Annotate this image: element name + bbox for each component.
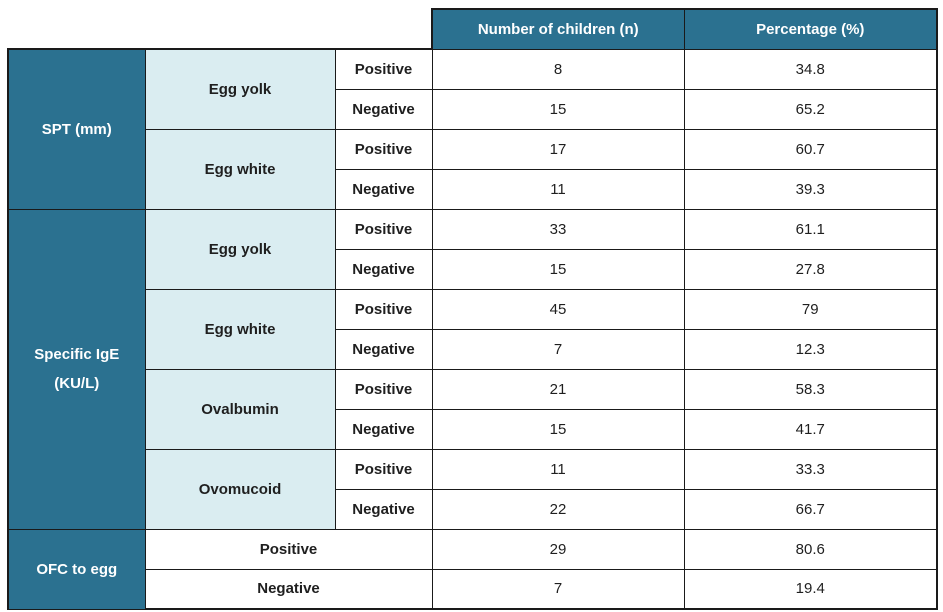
pct-cell: 61.1 [683, 208, 938, 250]
result-cell: Negative [334, 168, 433, 210]
table-row: Egg white Positive 45 79 [8, 288, 938, 370]
allergen-cell-ovalbumin: Ovalbumin [144, 368, 336, 450]
pct-cell: 79 [683, 288, 938, 330]
result-cell: Positive [334, 128, 433, 170]
egg-allergy-results-table-container: Number of children (n) Percentage (%) SP… [7, 8, 938, 610]
table-row: Ovomucoid Positive 11 33.3 [8, 448, 938, 530]
n-cell: 22 [431, 488, 685, 530]
allergen-cell-egg-yolk: Egg yolk [144, 208, 336, 290]
n-cell: 7 [431, 568, 685, 610]
result-cell: Negative [334, 88, 433, 130]
column-header-children: Number of children (n) [431, 8, 685, 50]
result-cell: Positive [334, 208, 433, 250]
pct-cell: 34.8 [683, 48, 938, 90]
table-row: Negative 15 27.8 [8, 248, 938, 290]
pct-cell: 33.3 [683, 448, 938, 490]
n-cell: 7 [431, 328, 685, 370]
table-row: Negative 15 65.2 [8, 88, 938, 130]
pct-cell: 66.7 [683, 488, 938, 530]
group-cell-ofc: OFC to egg [7, 528, 146, 610]
allergen-cell-egg-yolk: Egg yolk [144, 48, 336, 130]
column-header-percentage: Percentage (%) [683, 8, 938, 50]
allergen-cell-ovomucoid: Ovomucoid [144, 448, 336, 530]
table-row: SPT (mm) Egg yolk Positive 8 34.8 [7, 48, 938, 210]
table-row: OFC to egg Positive 29 80.6 [7, 528, 938, 610]
pct-cell: 58.3 [683, 368, 938, 410]
allergen-cell-egg-white: Egg white [144, 288, 336, 370]
n-cell: 21 [431, 368, 685, 410]
group-cell-spt: SPT (mm) [7, 48, 146, 210]
table-row: Negative 7 19.4 [8, 568, 938, 610]
allergen-cell-egg-white: Egg white [144, 128, 336, 210]
pct-cell: 65.2 [683, 88, 938, 130]
group-cell-specific-ige: Specific IgE (KU/L) [7, 208, 146, 530]
pct-cell: 41.7 [683, 408, 938, 450]
header-spacer [8, 9, 432, 49]
result-cell: Positive [334, 48, 433, 90]
table-row: Negative 22 66.7 [8, 488, 938, 530]
pct-cell: 80.6 [683, 528, 938, 570]
result-cell: Positive [334, 288, 433, 330]
result-cell: Negative [334, 248, 433, 290]
header-row: Number of children (n) Percentage (%) [8, 8, 938, 50]
n-cell: 33 [431, 208, 685, 250]
n-cell: 11 [431, 168, 685, 210]
pct-cell: 27.8 [683, 248, 938, 290]
table-row: Negative 7 12.3 [8, 328, 938, 370]
group-label-units: (KU/L) [54, 375, 100, 392]
result-cell: Positive [144, 528, 433, 570]
table-row: Ovalbumin Positive 21 58.3 [8, 368, 938, 450]
n-cell: 45 [431, 288, 685, 330]
result-cell: Positive [334, 368, 433, 410]
n-cell: 15 [431, 408, 685, 450]
n-cell: 29 [431, 528, 685, 570]
pct-cell: 39.3 [683, 168, 938, 210]
egg-allergy-results-table: Number of children (n) Percentage (%) SP… [7, 8, 938, 610]
n-cell: 15 [431, 88, 685, 130]
n-cell: 11 [431, 448, 685, 490]
group-label: OFC to egg [36, 560, 118, 578]
n-cell: 8 [431, 48, 685, 90]
group-label: Specific IgE [34, 346, 120, 363]
result-cell: Positive [334, 448, 433, 490]
n-cell: 17 [431, 128, 685, 170]
table-row: Specific IgE (KU/L) Egg yolk Positive 33… [7, 208, 938, 530]
result-cell: Negative [334, 328, 433, 370]
pct-cell: 19.4 [683, 568, 938, 610]
n-cell: 15 [431, 248, 685, 290]
pct-cell: 12.3 [683, 328, 938, 370]
result-cell: Negative [144, 568, 433, 610]
group-label: SPT (mm) [41, 120, 112, 138]
pct-cell: 60.7 [683, 128, 938, 170]
table-row: Egg white Positive 17 60.7 [8, 128, 938, 210]
table-row: Negative 11 39.3 [8, 168, 938, 210]
result-cell: Negative [334, 488, 433, 530]
result-cell: Negative [334, 408, 433, 450]
